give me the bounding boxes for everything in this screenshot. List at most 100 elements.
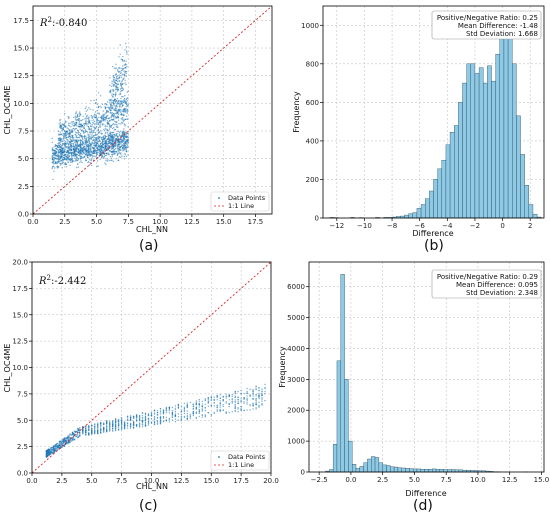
scatter-point: [98, 112, 100, 114]
scatter-point: [85, 425, 87, 427]
scatter-point: [219, 400, 221, 402]
scatter-point: [255, 401, 257, 403]
scatter-point: [104, 148, 106, 150]
scatter-point: [94, 425, 96, 428]
scatter-point: [63, 147, 65, 149]
scatter-point: [138, 418, 141, 420]
scatter-point: [62, 440, 65, 442]
y-tick-label: 0.0: [18, 211, 29, 219]
scatter-point: [80, 119, 83, 122]
histogram-bar: [532, 213, 538, 219]
scatter-point: [192, 408, 194, 410]
scatter-point: [73, 116, 75, 119]
scatter-point: [198, 406, 200, 408]
scatter-point: [110, 85, 113, 87]
scatter-point: [74, 154, 76, 156]
histogram-bar: [454, 125, 459, 219]
scatter-point: [53, 146, 55, 148]
scatter-point: [129, 417, 132, 419]
scatter-point: [60, 149, 62, 151]
y-tick-label: 10.0: [12, 364, 28, 372]
scatter-point: [95, 101, 97, 104]
scatter-point: [189, 413, 191, 416]
scatter-point: [52, 151, 54, 153]
y-tick-label: 600: [306, 99, 319, 107]
scatter-point: [207, 398, 209, 401]
scatter-point: [101, 123, 104, 125]
scatter-point: [122, 99, 125, 101]
scatter-point: [71, 160, 74, 162]
scatter-point: [78, 429, 80, 431]
scatter-point: [104, 134, 106, 136]
scatter-point: [106, 428, 108, 430]
scatter-point: [110, 148, 113, 150]
scatter-point: [47, 452, 50, 454]
histogram-bar: [359, 466, 364, 473]
scatter-point: [122, 89, 124, 91]
scatter-point: [109, 138, 112, 140]
scatter-point: [108, 122, 110, 125]
scatter-point: [61, 438, 64, 441]
scatter-point: [84, 137, 86, 139]
scatter-point: [120, 135, 122, 137]
scatter-point: [106, 420, 108, 422]
scatter-point: [88, 127, 90, 129]
scatter-point: [120, 424, 123, 426]
scatter-point: [95, 145, 97, 148]
scatter-point: [59, 157, 61, 160]
scatter-point: [89, 148, 92, 151]
scatter-point: [135, 418, 138, 420]
scatter-point: [82, 153, 85, 155]
scatter-point: [252, 392, 254, 394]
scatter-point: [93, 152, 95, 154]
scatter-point: [174, 409, 177, 411]
panel-a-points: [51, 42, 129, 181]
scatter-point: [64, 440, 66, 443]
scatter-point: [79, 152, 81, 155]
scatter-point: [65, 437, 67, 439]
scatter-point: [114, 115, 117, 118]
scatter-point: [56, 145, 59, 148]
scatter-point: [97, 143, 99, 145]
scatter-point: [70, 140, 72, 142]
scatter-point: [104, 108, 107, 110]
scatter-point: [52, 448, 54, 451]
scatter-point: [240, 400, 242, 403]
scatter-point: [122, 119, 125, 121]
scatter-point: [100, 106, 102, 109]
scatter-point: [85, 123, 88, 125]
scatter-point: [88, 107, 90, 109]
scatter-point: [65, 166, 68, 168]
scatter-point: [234, 396, 236, 398]
scatter-point: [114, 134, 116, 137]
scatter-point: [168, 410, 171, 412]
scatter-point: [97, 138, 100, 140]
scatter-point: [104, 113, 106, 115]
scatter-point: [85, 120, 87, 122]
scatter-point: [124, 118, 127, 121]
scatter-point: [99, 151, 102, 153]
x-tick-label: 7.5: [441, 476, 452, 484]
scatter-point: [113, 148, 115, 151]
scatter-point: [95, 115, 98, 117]
scatter-point: [104, 106, 106, 108]
scatter-point: [105, 159, 107, 161]
scatter-point: [78, 136, 80, 139]
scatter-point: [102, 117, 104, 120]
scatter-point: [87, 161, 89, 164]
scatter-point: [52, 160, 54, 163]
scatter-point: [65, 155, 67, 158]
histogram-bar: [416, 208, 422, 219]
scatter-point: [59, 153, 62, 155]
scatter-point: [50, 452, 53, 454]
scatter-point: [135, 423, 138, 425]
scatter-point: [63, 124, 66, 127]
histogram-bar: [495, 53, 501, 219]
scatter-point: [125, 102, 127, 105]
scatter-point: [115, 134, 118, 136]
scatter-point: [92, 122, 94, 125]
scatter-point: [129, 418, 132, 421]
scatter-point: [165, 407, 168, 410]
scatter-point: [118, 56, 120, 58]
scatter-point: [77, 133, 79, 135]
